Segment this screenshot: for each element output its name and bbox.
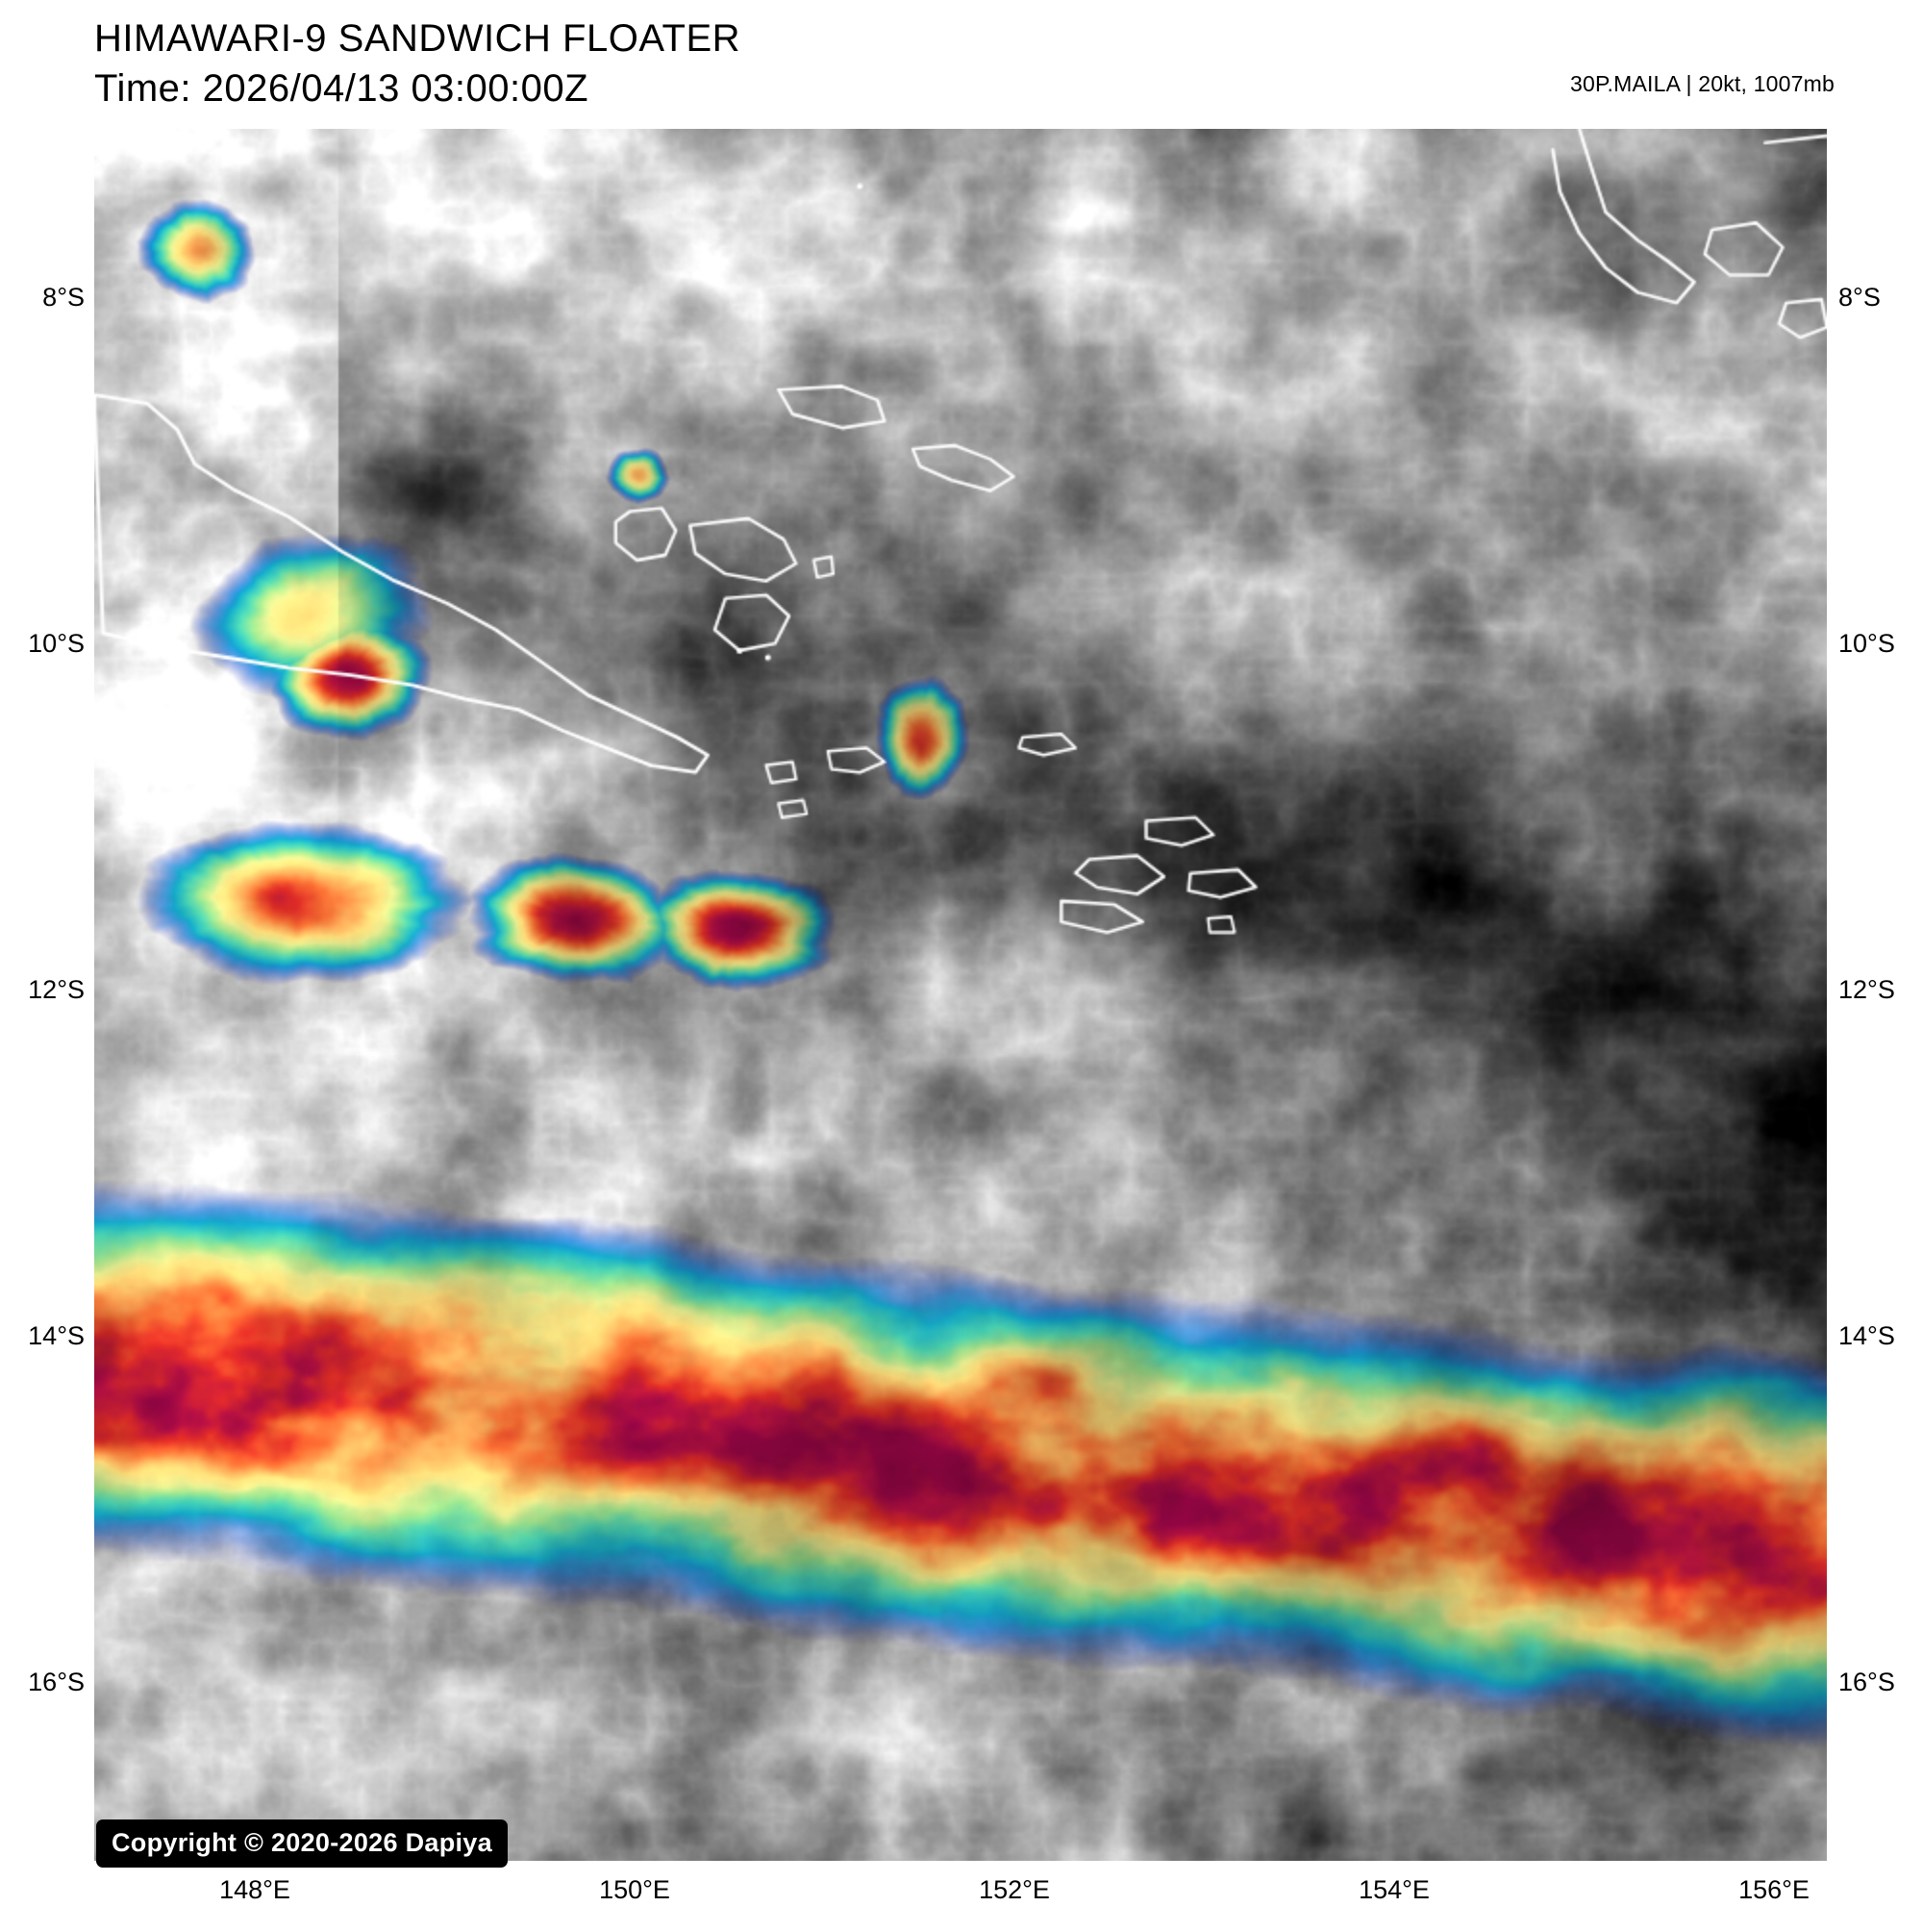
lon-tick-label-1: 150°E [599, 1875, 670, 1904]
lat-tick-label-right-0: 8°S [1838, 283, 1881, 312]
copyright-badge: Copyright © 2020-2026 Dapiya [96, 1819, 508, 1868]
header-block: HIMAWARI-9 SANDWICH FLOATER Time: 2026/0… [94, 13, 1835, 119]
lon-tick-label-0: 148°E [219, 1875, 290, 1904]
satellite-imagery-canvas [94, 129, 1827, 1861]
page-title: HIMAWARI-9 SANDWICH FLOATER [94, 17, 741, 60]
lat-tick-label-left-2: 12°S [28, 975, 85, 1004]
lat-tick-label-left-4: 16°S [28, 1668, 85, 1696]
lat-tick-label-left-1: 10°S [28, 629, 85, 658]
lon-tick-label-4: 156°E [1738, 1875, 1810, 1904]
lat-tick-label-right-4: 16°S [1838, 1668, 1895, 1696]
satellite-image-plot[interactable] [94, 129, 1827, 1861]
lat-tick-label-left-0: 8°S [42, 283, 85, 312]
lat-tick-label-right-2: 12°S [1838, 975, 1895, 1004]
lon-tick-label-2: 152°E [979, 1875, 1050, 1904]
lon-tick-label-3: 154°E [1359, 1875, 1430, 1904]
storm-metadata-label: 30P.MAILA | 20kt, 1007mb [1569, 71, 1835, 96]
lat-tick-label-right-1: 10°S [1838, 629, 1895, 658]
lat-tick-label-right-3: 14°S [1838, 1321, 1895, 1350]
lat-tick-label-left-3: 14°S [28, 1321, 85, 1350]
timestamp-label: Time: 2026/04/13 03:00:00Z [94, 67, 589, 110]
